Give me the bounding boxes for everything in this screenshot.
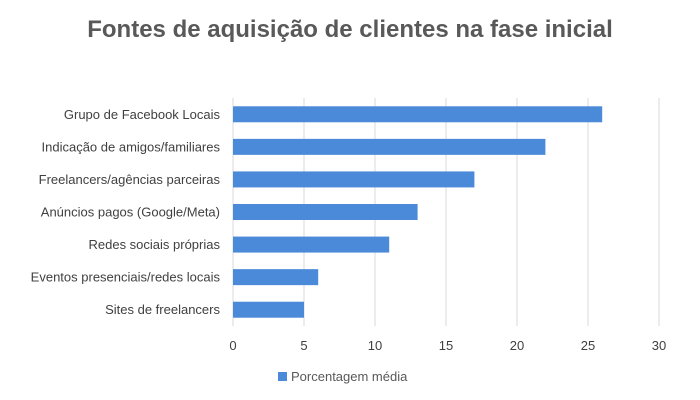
legend-label: Porcentagem média [291,369,408,384]
x-tick-label: 10 [368,338,382,353]
category-label: Grupo de Facebook Locais [64,107,221,122]
x-tick-label: 15 [439,338,453,353]
category-label: Eventos presenciais/redes locais [31,270,221,285]
category-label: Sites de freelancers [105,302,220,317]
chart-title: Fontes de aquisição de clientes na fase … [87,16,613,43]
x-tick-label: 20 [510,338,524,353]
category-label: Freelancers/agências parceiras [39,172,221,187]
bar [233,269,319,286]
x-tick-label: 25 [581,338,595,353]
category-label: Redes sociais próprias [88,237,220,252]
bar [233,204,418,220]
x-tick-labels: 0 5 10 15 20 25 30 [229,338,666,353]
legend: Porcentagem média [278,369,408,384]
bar [233,301,304,318]
bar [233,171,475,188]
legend-swatch [278,372,287,381]
category-labels: Grupo de Facebook Locais Indicação de ami… [31,107,221,317]
x-tick-label: 30 [652,338,666,353]
category-label: Indicação de amigos/familiares [42,139,221,154]
bar [233,106,603,123]
x-tick-label: 0 [229,338,236,353]
bars [233,106,603,318]
category-label: Anúncios pagos (Google/Meta) [41,205,220,220]
bar [233,138,546,155]
bar [233,236,390,253]
x-tick-label: 5 [300,338,307,353]
